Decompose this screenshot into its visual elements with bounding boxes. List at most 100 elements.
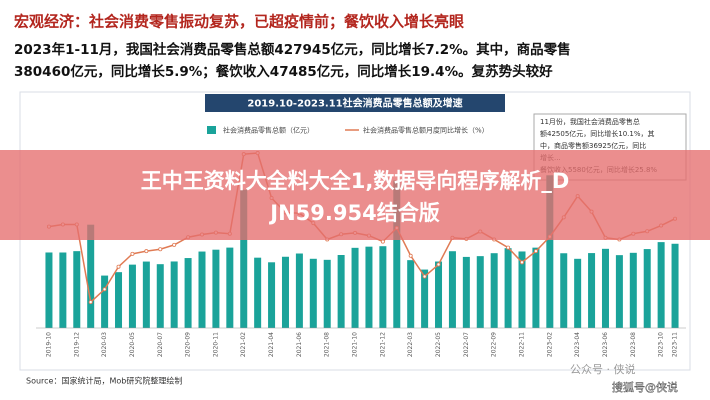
bar bbox=[518, 251, 526, 328]
bar bbox=[45, 252, 53, 328]
x-tick-label: 2020-03 bbox=[101, 332, 108, 357]
line-point bbox=[520, 260, 525, 265]
line-point bbox=[102, 287, 107, 292]
chart-title: 2019.10-2023.11社会消费品零售总额及增速 bbox=[247, 97, 462, 110]
watermark: 公众号 · 侠说 bbox=[570, 362, 636, 376]
annotation-line: 中，商品零售额36925亿元，同比 bbox=[540, 141, 646, 150]
x-tick-label: 2023-04 bbox=[574, 332, 581, 357]
bar bbox=[323, 259, 331, 328]
bar bbox=[448, 251, 456, 328]
bar bbox=[268, 262, 276, 328]
bar bbox=[435, 261, 443, 328]
bar bbox=[504, 248, 512, 328]
line-point bbox=[422, 274, 427, 279]
line-point bbox=[380, 239, 385, 244]
bar bbox=[421, 269, 429, 328]
x-tick-label: 2022-05 bbox=[435, 332, 442, 357]
x-tick-label: 2021-08 bbox=[324, 332, 331, 357]
bar bbox=[365, 246, 373, 328]
bar bbox=[393, 180, 401, 328]
bar bbox=[170, 261, 178, 328]
x-tick-label: 2023-06 bbox=[602, 332, 609, 357]
x-tick-label: 2021-02 bbox=[240, 332, 247, 357]
x-tick-label: 2019-10 bbox=[45, 332, 52, 357]
bar bbox=[601, 248, 609, 328]
plot: 社会消费品零售总额（亿元） 社会消费品零售总额月度同比增长（%） 11月份，我国社会… bbox=[36, 117, 686, 357]
bar bbox=[574, 258, 582, 328]
bar bbox=[671, 243, 679, 328]
bar bbox=[560, 253, 568, 328]
bar bbox=[490, 253, 498, 328]
legend-swatch bbox=[207, 126, 216, 134]
x-tick-label: 2023-02 bbox=[546, 332, 553, 357]
summary-line: 380460亿元，同比增长5.9%；餐饮收入47485亿元，同比增长19.4%。… bbox=[14, 63, 553, 80]
bar bbox=[128, 264, 136, 328]
x-tick-label: 2022-09 bbox=[491, 332, 498, 357]
bar bbox=[476, 256, 484, 328]
x-tick-label: 2020-09 bbox=[185, 332, 192, 357]
bar bbox=[115, 272, 123, 328]
bar bbox=[588, 253, 596, 328]
bar bbox=[407, 260, 415, 328]
summary-line: 2023年1-11月，我国社会消费品零售总额427945亿元，同比增长7.2%。… bbox=[14, 41, 571, 58]
bar bbox=[240, 189, 248, 328]
bar bbox=[156, 264, 164, 328]
x-tick-label: 2023-08 bbox=[630, 332, 637, 357]
bar bbox=[226, 247, 234, 328]
x-tick-label: 2020-05 bbox=[129, 332, 136, 357]
line-point bbox=[88, 300, 93, 305]
legend-label: 社会消费品零售总额月度同比增长（%） bbox=[363, 126, 489, 135]
bar bbox=[309, 258, 317, 328]
x-tick-label: 2021-12 bbox=[379, 332, 386, 357]
bar bbox=[101, 275, 109, 328]
x-tick-label: 2020-07 bbox=[157, 332, 164, 357]
line-point bbox=[144, 249, 149, 254]
line-point bbox=[533, 249, 538, 254]
bar bbox=[546, 175, 554, 328]
line-point bbox=[172, 242, 177, 247]
bar bbox=[281, 256, 289, 328]
bar bbox=[142, 261, 150, 328]
x-tick-label: 2021-04 bbox=[268, 332, 275, 357]
x-tick-label: 2021-06 bbox=[296, 332, 303, 357]
legend-label: 社会消费品零售总额（亿元） bbox=[223, 126, 314, 135]
bar bbox=[73, 251, 81, 328]
bar bbox=[198, 251, 206, 328]
bar bbox=[87, 224, 95, 328]
x-tick-label: 2023-11 bbox=[672, 332, 679, 357]
line-point bbox=[506, 245, 511, 250]
source: Source：国家统计局，Mob研究院整理绘制 bbox=[26, 376, 182, 386]
x-tick-label: 2022-07 bbox=[463, 332, 470, 357]
bar bbox=[351, 247, 359, 328]
bar bbox=[657, 242, 665, 328]
x-tick-label: 2022-11 bbox=[519, 332, 526, 357]
bar bbox=[379, 246, 387, 328]
annotation-line: 额42505亿元，同比增长10.1%，其 bbox=[540, 129, 655, 138]
bar bbox=[254, 257, 262, 328]
bar bbox=[629, 252, 637, 328]
banner-text: JN59.954结合版 bbox=[268, 201, 439, 225]
bar bbox=[184, 258, 192, 328]
bar bbox=[643, 249, 651, 328]
page-title: 宏观经济：社会消费零售振动复苏，已超疫情前；餐饮收入增长亮眼 bbox=[14, 13, 464, 31]
line-point bbox=[408, 253, 413, 258]
bar bbox=[59, 252, 67, 328]
x-tick-label: 2021-10 bbox=[352, 332, 359, 357]
annotation-line: 11月份，我国社会消费品零售总 bbox=[540, 117, 640, 126]
banner bbox=[0, 150, 710, 240]
bar bbox=[615, 255, 623, 328]
bar bbox=[462, 256, 470, 328]
line-point bbox=[130, 251, 135, 256]
x-tick-label: 2022-03 bbox=[407, 332, 414, 357]
bar bbox=[532, 247, 540, 328]
banner-text: 王中王资料大全料大全1,数据导向程序解析_D bbox=[141, 169, 570, 193]
bar bbox=[337, 255, 345, 328]
line-point bbox=[116, 264, 121, 269]
x-tick-label: 2019-12 bbox=[73, 332, 80, 357]
line-point bbox=[436, 262, 441, 267]
watermark: 搜狐号@侠说 bbox=[612, 380, 678, 394]
bar bbox=[295, 253, 303, 328]
x-tick-label: 2023-10 bbox=[658, 332, 665, 357]
line-point bbox=[158, 247, 163, 252]
